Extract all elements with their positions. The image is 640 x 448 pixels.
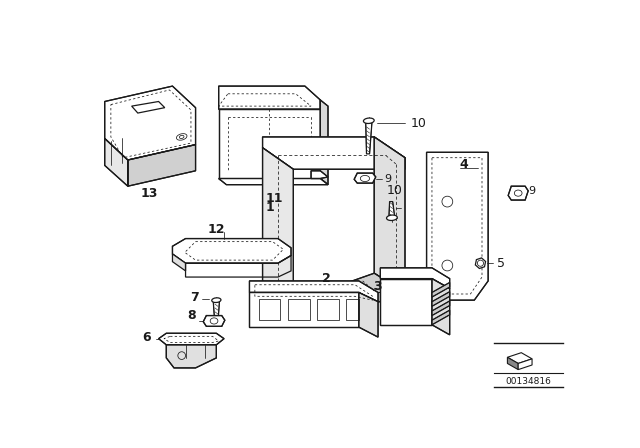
Polygon shape bbox=[359, 293, 378, 337]
Polygon shape bbox=[320, 100, 328, 185]
Text: 3: 3 bbox=[373, 280, 382, 293]
Text: 11: 11 bbox=[266, 192, 283, 205]
Polygon shape bbox=[374, 137, 405, 293]
Polygon shape bbox=[262, 137, 405, 169]
Polygon shape bbox=[250, 281, 378, 302]
Ellipse shape bbox=[387, 215, 397, 220]
Polygon shape bbox=[365, 123, 372, 154]
Text: 00134816: 00134816 bbox=[505, 376, 551, 386]
Polygon shape bbox=[219, 86, 320, 109]
Polygon shape bbox=[105, 86, 196, 160]
Polygon shape bbox=[432, 292, 450, 306]
Text: 8: 8 bbox=[187, 309, 196, 322]
Ellipse shape bbox=[212, 298, 221, 302]
Text: 13: 13 bbox=[141, 187, 158, 200]
Text: 5: 5 bbox=[497, 257, 506, 270]
Polygon shape bbox=[204, 315, 225, 326]
Polygon shape bbox=[427, 281, 445, 300]
Bar bbox=[259, 299, 280, 320]
Polygon shape bbox=[172, 238, 291, 263]
Text: 7: 7 bbox=[190, 291, 198, 304]
Polygon shape bbox=[508, 186, 528, 200]
Polygon shape bbox=[508, 353, 532, 363]
Polygon shape bbox=[213, 302, 220, 323]
Polygon shape bbox=[166, 345, 216, 368]
Polygon shape bbox=[262, 148, 293, 302]
Bar bbox=[346, 299, 359, 320]
Text: 10: 10 bbox=[387, 184, 402, 197]
Polygon shape bbox=[128, 145, 196, 186]
Polygon shape bbox=[427, 152, 488, 300]
Polygon shape bbox=[432, 282, 450, 297]
Bar bbox=[288, 299, 310, 320]
Text: 9: 9 bbox=[528, 186, 535, 196]
Polygon shape bbox=[311, 171, 328, 178]
Text: 10: 10 bbox=[411, 116, 427, 129]
Polygon shape bbox=[380, 279, 432, 325]
Polygon shape bbox=[354, 173, 376, 183]
Polygon shape bbox=[219, 178, 328, 185]
Polygon shape bbox=[432, 310, 450, 325]
Polygon shape bbox=[105, 138, 128, 186]
Text: 9: 9 bbox=[385, 173, 392, 184]
Ellipse shape bbox=[364, 118, 374, 124]
Text: 1: 1 bbox=[266, 201, 275, 214]
Text: 12: 12 bbox=[207, 223, 225, 236]
Polygon shape bbox=[172, 254, 186, 271]
Polygon shape bbox=[508, 358, 518, 370]
Polygon shape bbox=[250, 293, 359, 327]
Polygon shape bbox=[518, 359, 532, 370]
Polygon shape bbox=[159, 333, 224, 345]
Polygon shape bbox=[389, 202, 395, 220]
Text: 4: 4 bbox=[460, 158, 468, 171]
Polygon shape bbox=[380, 268, 450, 289]
Polygon shape bbox=[219, 109, 320, 178]
Text: 6: 6 bbox=[142, 331, 151, 344]
Polygon shape bbox=[432, 301, 450, 315]
Bar bbox=[317, 299, 339, 320]
Polygon shape bbox=[432, 279, 450, 335]
Text: 2: 2 bbox=[322, 272, 331, 285]
Polygon shape bbox=[293, 273, 405, 322]
